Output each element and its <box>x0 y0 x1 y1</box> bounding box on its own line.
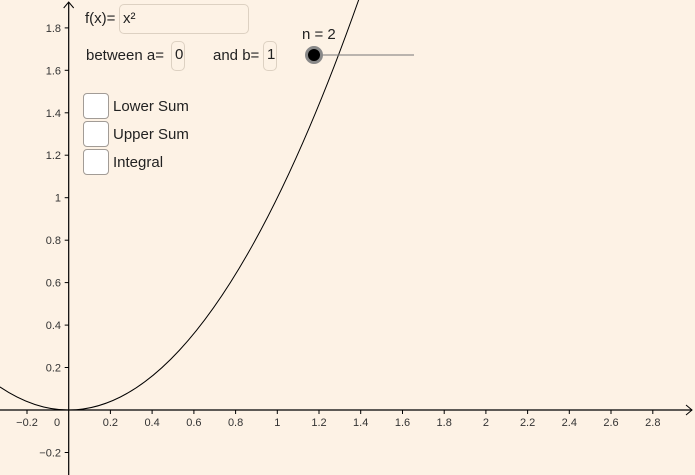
svg-text:1.8: 1.8 <box>46 23 61 35</box>
svg-text:2.8: 2.8 <box>645 417 660 429</box>
lower-sum-checkbox[interactable] <box>83 93 109 119</box>
svg-text:−0.2: −0.2 <box>16 417 38 429</box>
y-tick-marks <box>64 27 69 453</box>
svg-text:2.2: 2.2 <box>520 417 535 429</box>
svg-text:0.2: 0.2 <box>103 417 118 429</box>
svg-text:1.4: 1.4 <box>353 417 368 429</box>
svg-text:1.2: 1.2 <box>46 150 61 162</box>
slider-label: n = 2 <box>302 26 336 43</box>
svg-text:2: 2 <box>483 417 489 429</box>
x-axis-arrow <box>685 404 693 416</box>
svg-text:1.4: 1.4 <box>46 108 61 120</box>
svg-text:0.4: 0.4 <box>46 320 61 332</box>
lower-sum-label[interactable]: Lower Sum <box>113 98 189 115</box>
function-input[interactable]: x² <box>119 4 249 34</box>
svg-text:0.8: 0.8 <box>46 235 61 247</box>
svg-text:0: 0 <box>54 417 60 429</box>
svg-text:0.4: 0.4 <box>144 417 159 429</box>
function-curve[interactable] <box>0 0 360 411</box>
svg-text:1.8: 1.8 <box>437 417 452 429</box>
svg-text:−0.2: −0.2 <box>39 448 61 460</box>
svg-text:2.4: 2.4 <box>562 417 577 429</box>
a-input[interactable]: 0 <box>171 41 185 71</box>
svg-text:1.2: 1.2 <box>311 417 326 429</box>
svg-text:0.6: 0.6 <box>46 278 61 290</box>
a-label: between a= <box>86 47 164 64</box>
svg-text:2.6: 2.6 <box>603 417 618 429</box>
svg-text:1.6: 1.6 <box>46 65 61 77</box>
slider-handle[interactable] <box>305 46 323 64</box>
x-tick-labels: −0.2 0 0.2 0.4 0.6 0.8 1 1.2 1.4 1.6 1.8… <box>16 417 660 429</box>
upper-sum-label[interactable]: Upper Sum <box>113 126 189 143</box>
x-tick-marks <box>26 410 654 414</box>
integral-label[interactable]: Integral <box>113 154 164 171</box>
integral-checkbox[interactable] <box>83 149 109 175</box>
svg-text:1: 1 <box>55 193 61 205</box>
svg-text:1: 1 <box>274 417 280 429</box>
y-tick-labels: 1.8 1.6 1.4 1.2 1 0.8 0.6 0.4 0.2 −0.2 <box>39 23 61 460</box>
upper-sum-checkbox[interactable] <box>83 121 109 147</box>
svg-text:0.2: 0.2 <box>46 363 61 375</box>
function-label: f(x)= <box>85 10 116 27</box>
svg-text:1.6: 1.6 <box>395 417 410 429</box>
y-axis-arrow <box>63 1 75 9</box>
svg-text:0.8: 0.8 <box>228 417 243 429</box>
b-label: and b= <box>213 47 260 64</box>
b-input[interactable]: 1 <box>263 41 277 71</box>
svg-text:0.6: 0.6 <box>186 417 201 429</box>
